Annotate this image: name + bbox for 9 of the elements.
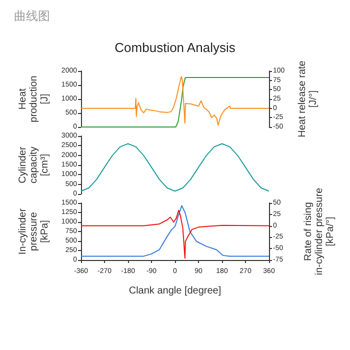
y-axis-title: Heat production [J] [18,76,51,122]
y-axis-title: In-cylinder pressure [kPa] [18,208,51,255]
y-axis-title: Cylinder capacity [cm³] [18,146,51,184]
text: 曲线图 [14,9,50,23]
line-series [80,143,270,192]
y2-axis-title: Heat release rate [J/°] [297,60,319,138]
y2-axis-title: Rate of rising in-cylinder pressure [kPa/°] [303,187,336,276]
chart-title: Combustion Analysis [114,40,236,55]
x-axis-title: Clank angle [degree] [128,286,222,296]
